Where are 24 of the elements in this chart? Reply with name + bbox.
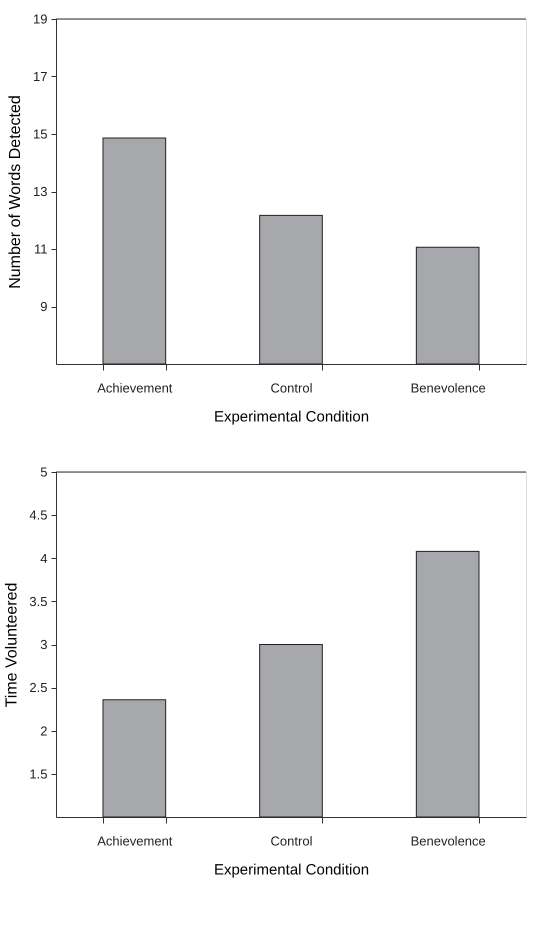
y-tick-label: 15 — [33, 126, 48, 142]
y-tick-label: 4.5 — [29, 508, 48, 523]
x-axis-title: Experimental Condition — [214, 862, 370, 878]
x-tick-label: Benevolence — [410, 380, 486, 396]
y-axis-title: Time Volunteered — [3, 582, 20, 708]
y-tick-label: 2 — [40, 723, 48, 738]
y-tick-label: 2.5 — [29, 680, 48, 696]
y-tick-label: 11 — [34, 242, 48, 256]
y-tick-label: 19 — [33, 12, 48, 26]
y-tick-label: 3 — [40, 637, 48, 652]
x-tick-label: Achievement — [97, 380, 173, 396]
y-tick-label: 5 — [40, 464, 48, 480]
y-tick-label: 9 — [40, 299, 48, 314]
y-tick-label: 4 — [40, 550, 48, 566]
x-tick-label: Control — [270, 834, 313, 848]
y-tick-label: 1.5 — [29, 766, 48, 782]
x-axis-title: Experimental Condition — [214, 408, 370, 426]
y-axis-title: Number of Words Detected — [7, 95, 24, 289]
y-tick-label: 13 — [33, 184, 48, 199]
x-tick-label: Benevolence — [410, 834, 486, 848]
x-tick-label: Control — [270, 380, 313, 396]
y-tick-label: 3.5 — [29, 594, 48, 609]
x-tick-label: Achievement — [97, 834, 173, 848]
y-tick-label: 17 — [33, 69, 48, 84]
